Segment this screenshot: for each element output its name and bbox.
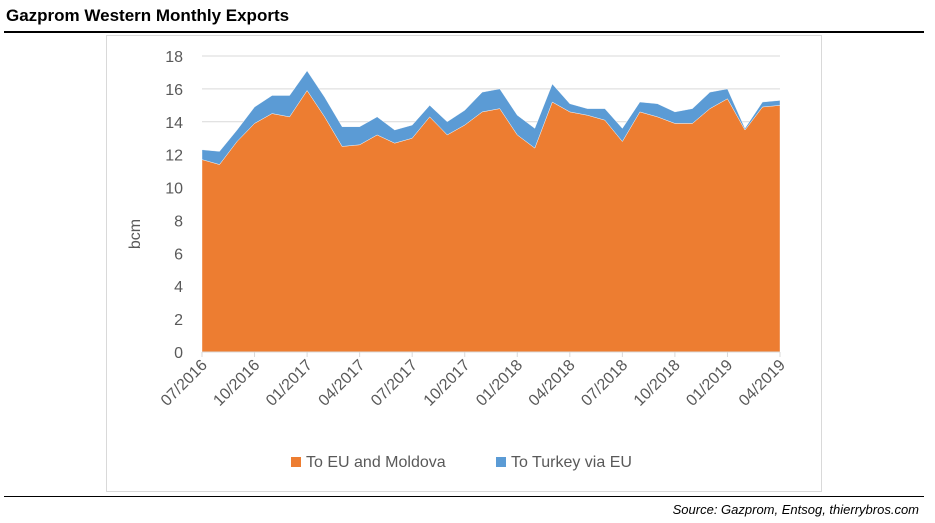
legend: To EU and Moldova To Turkey via EU — [291, 454, 632, 471]
x-tick-label: 04/2017 — [316, 357, 369, 410]
x-tick-label: 07/2017 — [368, 357, 421, 410]
y-tick-label: 2 — [174, 312, 183, 329]
x-tick-label: 10/2018 — [631, 357, 684, 410]
x-tick-label: 04/2018 — [526, 357, 579, 410]
x-tick-label: 10/2016 — [210, 357, 263, 410]
y-axis-label: bcm — [127, 219, 144, 249]
series-area-1 — [201, 70, 781, 165]
legend-label-turkey: To Turkey via EU — [511, 454, 632, 471]
x-tick-label: 10/2017 — [421, 357, 474, 410]
title-divider — [4, 31, 924, 33]
source-divider — [4, 496, 924, 497]
y-tick-label: 0 — [174, 345, 183, 362]
y-tick-label: 4 — [174, 279, 183, 296]
x-tick-label: 04/2019 — [736, 357, 789, 410]
x-tick-label: 01/2018 — [473, 357, 526, 410]
legend-swatch-eu — [291, 457, 301, 467]
y-tick-label: 10 — [165, 181, 183, 198]
y-tick-label: 18 — [165, 49, 183, 66]
page-title: Gazprom Western Monthly Exports — [6, 6, 290, 25]
legend-label-eu: To EU and Moldova — [306, 454, 446, 471]
x-tick-label: 07/2016 — [158, 357, 211, 410]
y-tick-label: 12 — [165, 148, 183, 165]
x-tick-label: 01/2019 — [683, 357, 736, 410]
y-tick-label: 16 — [165, 82, 183, 99]
y-tick-label: 8 — [174, 213, 183, 230]
x-tick-label: 07/2018 — [578, 357, 631, 410]
y-tick-label: 6 — [174, 246, 183, 263]
y-tick-label: 14 — [165, 115, 183, 132]
x-tick-label: 01/2017 — [263, 357, 316, 410]
source-note: Source: Gazprom, Entsog, thierrybros.com — [672, 502, 919, 517]
chart-frame — [106, 35, 822, 492]
series-area-0 — [201, 90, 781, 353]
legend-swatch-turkey — [496, 457, 506, 467]
